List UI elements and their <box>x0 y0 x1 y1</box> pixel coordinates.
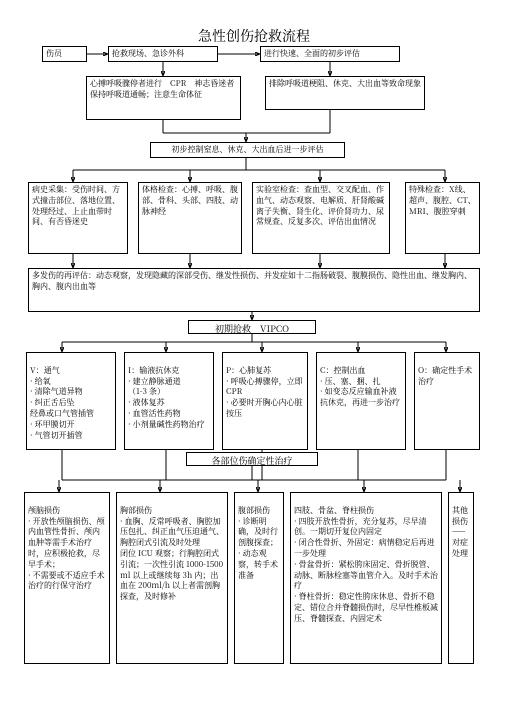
node-exclude-fatal: 排除呼吸道梗阻、休克、大出血等致命现象 <box>265 76 425 110</box>
node-i: I：输液抗休克 · 建立静脉通道 （1-3 条） · 液体复苏 · 血管活性药物… <box>124 352 214 450</box>
node-o: O：确定性手术治疗 <box>414 352 480 450</box>
node-ortho: 四肢、骨盆、脊柱损伤 · 四肢开放性骨折，充分复苏，尽早清创。一期切开复位内固定… <box>290 492 442 664</box>
banner-vipco: 初期抢救 VIPCO <box>188 320 316 334</box>
node-c: C：控制出血 · 压、塞、捆、扎 · 如变态反应输血补液抗休克，再进一步治疗 <box>316 352 406 450</box>
node-head: 颅脑损伤 · 开放性颅脑损伤、颅内血管性骨折、颅内血肿等需手术治疗时，应积极抢救… <box>24 492 110 664</box>
node-v: V：通气 · 给氧 · 清除气道异物 · 纠正舌后坠 经鼻或口气管插管 · 环甲… <box>26 352 116 450</box>
node-cpr: 心搏呼吸骤停者进行 CPR 神志昏迷者保持呼吸道通畅；注意生命体征 <box>86 76 241 120</box>
node-history: 病史采集：受伤时间、方式撞击部位、落地位置、处理经过、上止血带时间、有否昏迷史 <box>28 182 128 254</box>
node-abdomen: 腹部损伤 · 诊断明确，及时行剖腹探查； · 动态观察，转手术准备 <box>234 492 284 664</box>
node-chest: 胸部损伤 · 血胸、反常呼吸者、胸腔加压包扎、纠正血气压迫通气、胸腔闭式引流及时… <box>116 492 228 664</box>
page-title: 急性创伤抢救流程 <box>198 26 310 46</box>
node-exam: 体格检查：心搏、呼吸、腹部、骨科、头部、四肢、动脉神经 <box>138 182 242 254</box>
node-scene: 抢救现场、急诊外科 <box>108 46 218 62</box>
node-patient: 伤员 <box>42 46 87 62</box>
node-re-eval: 多发伤的再评估：动态观察，发现隐藏的深部受伤、继发性损伤、并发症如十二指肠破裂、… <box>28 268 480 312</box>
node-initial-assess: 进行快速、全面的初步评估 <box>260 46 400 62</box>
node-further-assess: 初步控制窒息、休克、大出血后进一步评估 <box>150 142 345 158</box>
node-p: P：心肺复苏 · 呼吸心搏骤停，立即 CPR · 必要时开胸心内心脏按压 <box>222 352 308 450</box>
banner-site: 各部位伤确定性治疗 <box>186 452 318 466</box>
node-lab: 实验室检查：查血型、交叉配血、作血气、动态观察、电解质、肝肾酸碱离子失衡、肾生化… <box>252 182 390 254</box>
node-other: 其他损伤——对症处理 <box>448 492 474 664</box>
node-special: 特殊检查：X线、超声、腹腔、CT、MRI、腹腔穿刺 <box>405 182 480 254</box>
